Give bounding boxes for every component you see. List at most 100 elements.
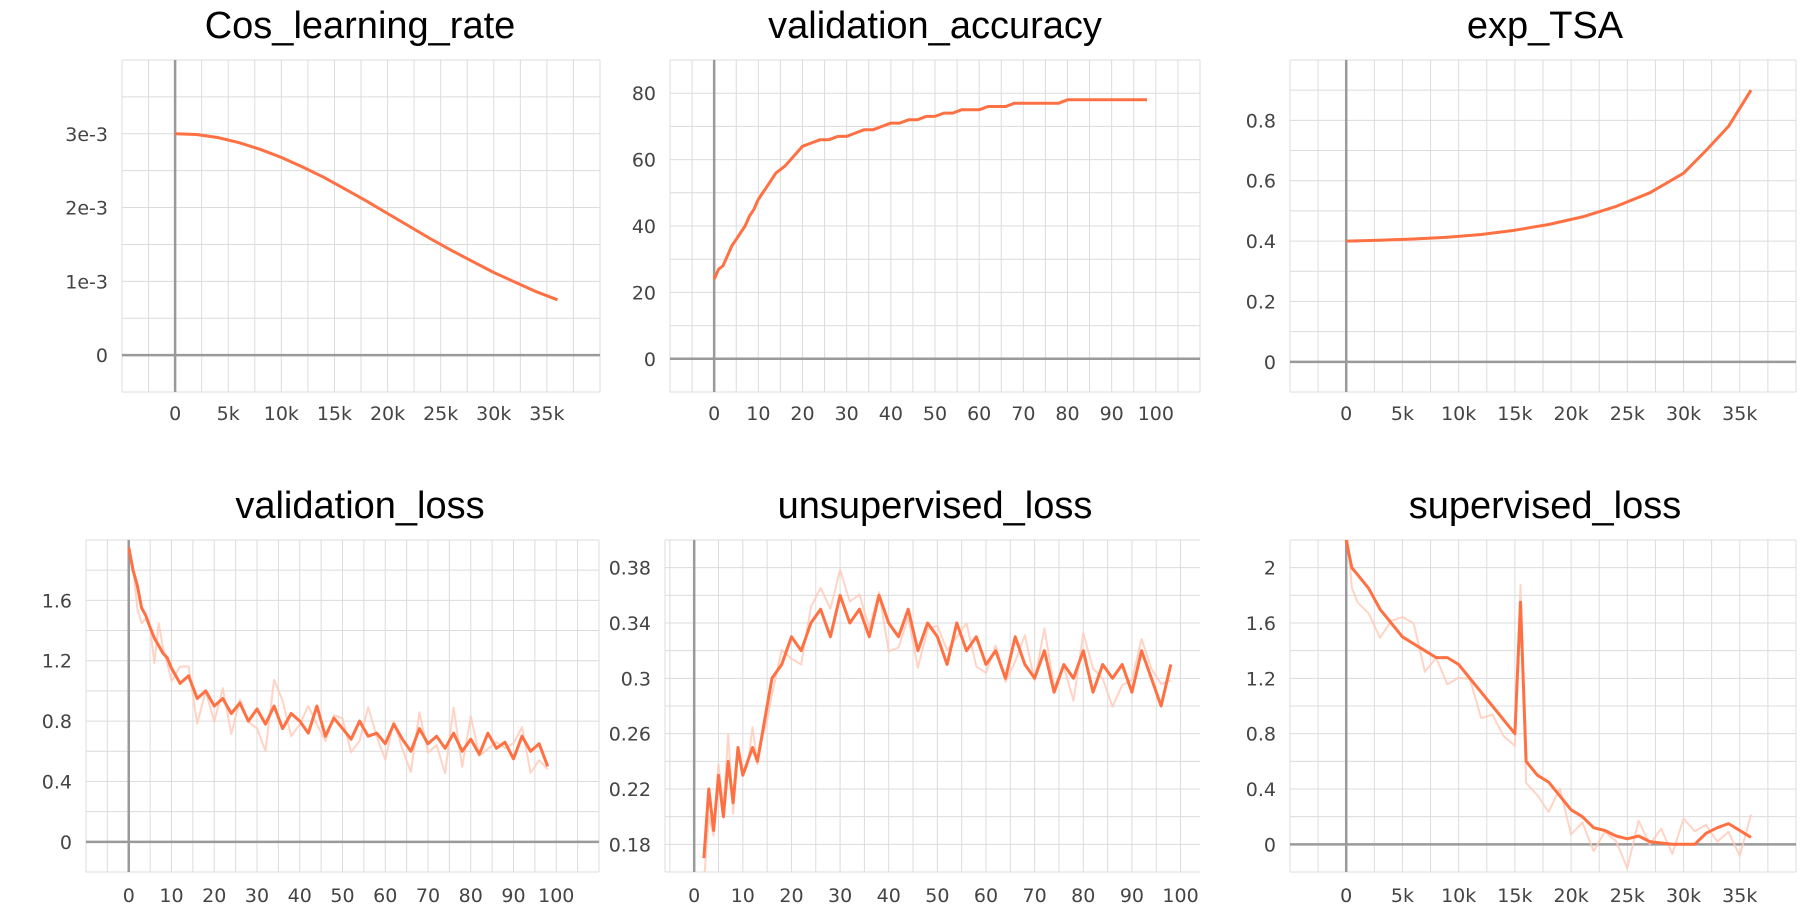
chart-panel-6: supervised_loss 0 5k 10k 15k 20k 25k 30k 35k 0 0.4… [1246, 485, 1797, 907]
y-tick-label: 0 [96, 345, 108, 367]
chart-panel-1: Cos_learning_rate 0 5k 10k 15k 20k 25k 30k 35k 0 1… [65, 5, 601, 425]
x-tick-label: 10k [264, 403, 299, 425]
x-tick-label: 20 [790, 403, 814, 425]
y-tick-label: 0.38 [609, 558, 651, 580]
x-tick-label: 40 [288, 885, 312, 907]
y-tick-label: 0 [644, 349, 656, 371]
y-tick-label: 0.22 [609, 779, 651, 801]
y-tick-label: 0.18 [609, 834, 651, 856]
x-tick-label: 0 [708, 403, 720, 425]
series-line [702, 593, 1173, 859]
x-tick-label: 0 [169, 403, 181, 425]
x-tick-label: 40 [879, 403, 903, 425]
x-tick-label: 30k [1666, 885, 1701, 907]
x-tick-label: 20 [202, 885, 226, 907]
x-tick-label: 100 [1138, 403, 1174, 425]
x-tick-label: 15k [1497, 403, 1532, 425]
y-tick-label: 1.6 [42, 590, 72, 612]
y-tick-label: 2e-3 [65, 198, 108, 220]
x-tick-label: 0 [1340, 885, 1352, 907]
x-tick-label: 35k [529, 403, 564, 425]
x-tick-label: 70 [1011, 403, 1035, 425]
chart-title: supervised_loss [1409, 485, 1681, 527]
series-line [1344, 540, 1752, 846]
y-tick-label: 0 [1264, 352, 1276, 374]
x-tick-label: 90 [501, 885, 525, 907]
x-tick-label: 10k [1441, 403, 1476, 425]
y-tick-label: 0.8 [1246, 724, 1276, 746]
x-tick-label: 5k [1391, 403, 1414, 425]
y-tick-label: 0.6 [1246, 171, 1276, 193]
y-tick-label: 0.8 [42, 711, 72, 733]
x-tick-label: 90 [1100, 403, 1124, 425]
x-tick-label: 50 [330, 885, 354, 907]
x-tick-label: 10 [731, 885, 755, 907]
y-tick-label: 1.2 [1246, 668, 1276, 690]
chart-panel-4: validation_loss 0 10 20 30 40 50 60 70 80 90 100 0 0.… [42, 485, 600, 907]
x-tick-label: 10 [159, 885, 183, 907]
y-tick-label: 0.26 [609, 724, 651, 746]
x-tick-label: 30 [828, 885, 852, 907]
x-tick-label: 80 [459, 885, 483, 907]
chart-title: unsupervised_loss [778, 485, 1093, 527]
x-tick-label: 30k [476, 403, 511, 425]
y-tick-label: 0.3 [621, 668, 651, 690]
chart-panel-2: validation_accuracy 0 10 20 30 40 50 60 70 80 90 10… [632, 5, 1201, 425]
y-tick-label: 0.4 [1246, 231, 1276, 253]
x-tick-label: 20k [1554, 885, 1589, 907]
x-tick-label: 60 [974, 885, 998, 907]
y-tick-label: 3e-3 [65, 124, 108, 146]
series-line [127, 547, 550, 767]
x-tick-label: 0 [123, 885, 135, 907]
x-tick-label: 30 [835, 403, 859, 425]
y-tick-label: 0.34 [609, 613, 651, 635]
y-tick-label: 1.6 [1246, 613, 1276, 635]
y-tick-label: 0.4 [1246, 779, 1276, 801]
y-tick-label: 0 [60, 832, 72, 854]
x-tick-label: 100 [538, 885, 574, 907]
chart-panel-5: unsupervised_loss 0 10 20 30 40 50 60 70 80 90 100 0… [609, 485, 1200, 907]
y-tick-label: 60 [632, 150, 656, 172]
series-line [712, 98, 1147, 280]
series-raw-line [1346, 540, 1752, 870]
chart-title: exp_TSA [1467, 5, 1624, 47]
x-tick-label: 5k [217, 403, 240, 425]
y-tick-label: 0.8 [1246, 110, 1276, 132]
x-tick-label: 100 [1162, 885, 1198, 907]
y-tick-label: 1e-3 [65, 271, 108, 293]
x-tick-label: 60 [373, 885, 397, 907]
x-tick-label: 25k [1610, 403, 1645, 425]
y-tick-label: 1.2 [42, 651, 72, 673]
x-tick-label: 10k [1441, 885, 1476, 907]
y-tick-label: 2 [1264, 558, 1276, 580]
y-tick-label: 0.4 [42, 771, 72, 793]
chart-title: validation_accuracy [768, 5, 1102, 47]
series-raw-line [127, 547, 549, 775]
x-tick-label: 50 [925, 885, 949, 907]
x-tick-label: 20k [370, 403, 405, 425]
y-tick-label: 0 [1264, 834, 1276, 856]
x-tick-label: 20 [779, 885, 803, 907]
x-tick-label: 80 [1071, 885, 1095, 907]
y-tick-label: 80 [632, 83, 656, 105]
x-tick-label: 35k [1722, 885, 1757, 907]
x-tick-label: 0 [688, 885, 700, 907]
x-tick-label: 5k [1391, 885, 1414, 907]
x-tick-label: 35k [1722, 403, 1757, 425]
chart-title: validation_loss [235, 485, 484, 527]
series-line [175, 132, 559, 302]
x-tick-label: 30 [245, 885, 269, 907]
x-tick-label: 80 [1055, 403, 1079, 425]
x-tick-label: 10 [746, 403, 770, 425]
x-tick-label: 90 [1120, 885, 1144, 907]
chart-title: Cos_learning_rate [205, 5, 516, 47]
x-tick-label: 25k [423, 403, 458, 425]
x-tick-label: 50 [923, 403, 947, 425]
x-tick-label: 60 [967, 403, 991, 425]
y-tick-label: 40 [632, 216, 656, 238]
x-tick-label: 20k [1554, 403, 1589, 425]
x-tick-label: 40 [877, 885, 901, 907]
y-tick-label: 20 [632, 282, 656, 304]
x-tick-label: 70 [1023, 885, 1047, 907]
